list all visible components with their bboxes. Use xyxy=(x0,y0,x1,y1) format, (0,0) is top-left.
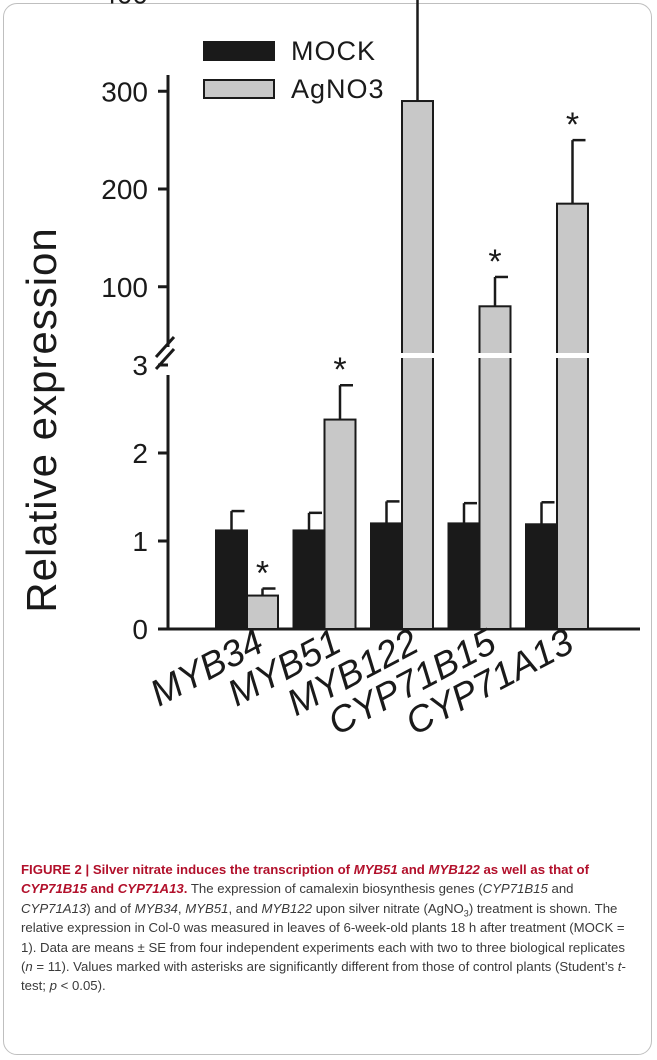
significance-marker: * xyxy=(566,106,579,144)
bar-break-gap xyxy=(401,353,434,358)
y-tick-label: 1 xyxy=(132,526,148,557)
y-tick-label: 3 xyxy=(132,350,148,381)
caption-body: The expression of camalexin biosynthesis… xyxy=(21,881,626,993)
y-tick-label: 400 xyxy=(101,0,148,10)
significance-marker: * xyxy=(256,555,269,593)
bar-mock xyxy=(371,523,402,629)
y-tick-label: 200 xyxy=(101,174,148,205)
y-tick-label: 0 xyxy=(132,614,148,645)
y-tick-label: 100 xyxy=(101,272,148,303)
bar-break-gap xyxy=(556,353,589,358)
significance-marker: * xyxy=(488,243,501,281)
y-tick-label: 300 xyxy=(101,76,148,107)
bar-mock xyxy=(216,530,247,629)
legend-label-agno3: AgNO3 xyxy=(291,74,385,104)
bar-mock xyxy=(526,524,557,629)
y-tick-label: 2 xyxy=(132,438,148,469)
bar-break-gap xyxy=(479,353,512,358)
bar-mock xyxy=(449,523,480,629)
figure-caption: FIGURE 2 | Silver nitrate induces the tr… xyxy=(21,860,639,996)
bar-agno3 xyxy=(557,204,588,629)
legend-swatch-agno3 xyxy=(204,80,274,98)
bar-agno3 xyxy=(325,420,356,629)
bar-agno3 xyxy=(402,101,433,629)
legend-label-mock: MOCK xyxy=(291,36,376,66)
y-axis-label: Relative expression xyxy=(18,227,65,613)
bar-mock xyxy=(294,530,325,629)
significance-marker: * xyxy=(333,351,346,389)
legend-swatch-mock xyxy=(204,42,274,60)
legend: MOCK AgNO3 xyxy=(204,36,385,104)
